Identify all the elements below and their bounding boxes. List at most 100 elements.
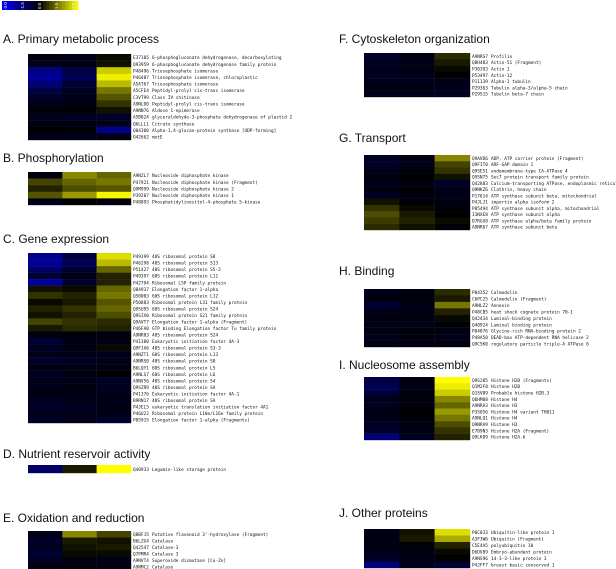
heatmap-cell (96, 253, 132, 260)
heatmap-cell (62, 185, 97, 192)
heatmap-cell (28, 253, 63, 260)
heatmap-cell (364, 308, 400, 315)
heatmap-cell (62, 266, 97, 273)
heatmap-cell (62, 106, 97, 114)
row-name-label: ATP synthase subunit beta, mitochondrial (491, 193, 597, 199)
panel-d: D. Nutrient reservoir activity Q40933 Legu… (3, 447, 226, 473)
heatmap-cell (62, 377, 97, 384)
row-id-label: P48CB5 (472, 309, 488, 315)
row-name-label: Luminal binding protein (491, 322, 552, 328)
heatmap-cell (364, 535, 400, 543)
heatmap-cell (62, 383, 97, 391)
heatmap-cell (364, 192, 400, 199)
heatmap-cell (364, 561, 400, 569)
row-id-label: Q40933 (133, 467, 149, 473)
row-name-label: Nucleoside diphosphate kinase (Fragment) (152, 180, 258, 186)
heatmap-cell (62, 331, 97, 339)
row-id-label: O42662 (133, 135, 149, 141)
row-name-label: Ribosomal protein L31 family protein (152, 300, 248, 306)
heatmap-cell (96, 259, 132, 267)
heatmap-cell (434, 155, 471, 162)
row-name-label: eukaryotic translation initiation factor… (152, 404, 269, 410)
row-id-label: P04352 (472, 290, 488, 296)
row-name-label: Peptidyl-prolyl cis-trans isomerase (152, 88, 245, 94)
row-id-label: Q84937 (133, 287, 149, 293)
heatmap-cell (62, 73, 97, 81)
heatmap-cell (62, 67, 97, 75)
row-id-label: E7B9N3 (472, 428, 488, 434)
row-id-label: P49199 (133, 254, 149, 260)
heatmap-cell (399, 289, 435, 296)
row-name-label: 40S ribosomal protein SA (152, 398, 216, 404)
heatmap-cell (62, 120, 97, 127)
scale-bar-segment (27, 1, 31, 10)
heatmap-grid (364, 529, 471, 569)
row-name-label: Ribosomal protein S21 family protein (152, 313, 248, 319)
row-id-label: A9NR67 (472, 225, 488, 231)
heatmap-cell (434, 408, 471, 415)
heatmap-cell (96, 292, 132, 299)
row-id-label: P41380 (133, 339, 149, 345)
heatmap-cell (28, 344, 63, 352)
heatmap-cell (96, 390, 132, 398)
heatmap-cell (96, 305, 132, 313)
heatmap-cell (96, 100, 132, 108)
row-id-label: Q9FIT0 (472, 162, 488, 168)
panel-title: H. Binding (339, 264, 394, 278)
row-id-label: P29515 (472, 92, 488, 98)
heatmap-cell (62, 60, 97, 68)
heatmap-cell (399, 211, 435, 218)
row-name-label: Triosephosphate isomerase (152, 68, 218, 74)
heatmap-cell (28, 87, 63, 94)
row-name-label: Clathrin, heavy chain (491, 187, 547, 193)
heatmap-cell (434, 314, 471, 322)
heatmap-cell (399, 155, 435, 162)
heatmap-cell (364, 427, 400, 434)
heatmap-cell (399, 433, 435, 441)
row-name-label: Histone H3 (491, 422, 518, 428)
heatmap-cell (364, 389, 400, 397)
row-id-label: Q42547 (133, 545, 149, 551)
heatmap-cell (399, 542, 435, 549)
panel-f: F. Cytoskeleton organization A9NRS7 Profil… (339, 32, 568, 98)
heatmap-cell (434, 321, 471, 328)
heatmap-cell (96, 185, 132, 192)
heatmap-grid (28, 531, 132, 569)
panel-a: A. Primary metabolic process E37105 6-phos… (3, 32, 292, 141)
heatmap-cell (364, 377, 400, 384)
row-id-label: P0C033 (472, 530, 488, 536)
scale-bar-segment (11, 1, 15, 10)
heatmap-cell (399, 173, 435, 181)
row-name-label: Nucleoside diphosphate kinase 1 (152, 193, 234, 199)
panel-title: J. Other proteins (339, 506, 428, 520)
row-name-label: Calmodulin (Fragment) (491, 296, 547, 302)
heatmap-cell (28, 73, 63, 81)
scale-bar-segment (24, 1, 28, 10)
heatmap-cell (364, 205, 400, 212)
row-id-label: Q9SU95 (133, 306, 149, 312)
row-name-label: 60S ribosomal protein S24 (152, 306, 218, 312)
row-id-label: A9NVT4 (133, 558, 149, 564)
heatmap-cell (399, 529, 435, 536)
row-id-label: B6LQY1 (133, 365, 149, 371)
heatmap-grid (364, 289, 471, 348)
heatmap-cell (434, 78, 471, 85)
row-id-label: D7RGX8 (472, 218, 488, 224)
heatmap-cell (96, 285, 132, 293)
row-id-label: A9NV56 (133, 378, 149, 384)
heatmap-cell (96, 331, 132, 339)
row-name-label: metE (152, 135, 163, 141)
scale-bar-segment (30, 1, 34, 10)
row-id-label: E37105 (133, 55, 149, 61)
row-id-label: Q9C5K0 (472, 342, 488, 348)
row-name-label: Actin-12 (491, 73, 513, 79)
heatmap-cell (399, 308, 435, 315)
panel-title: A. Primary metabolic process (3, 32, 159, 46)
row-name-label: Tubulin beta-7 chain (491, 92, 544, 98)
row-name-label: Actin-51 (Fragment) (491, 60, 541, 66)
heatmap-cell (364, 321, 400, 328)
heatmap-cell (96, 298, 132, 306)
row-id-label: Q04300 (133, 128, 149, 134)
heatmap-cell (434, 198, 471, 206)
row-name-label: Elongation factor 1-alpha (Fragments) (152, 418, 250, 424)
